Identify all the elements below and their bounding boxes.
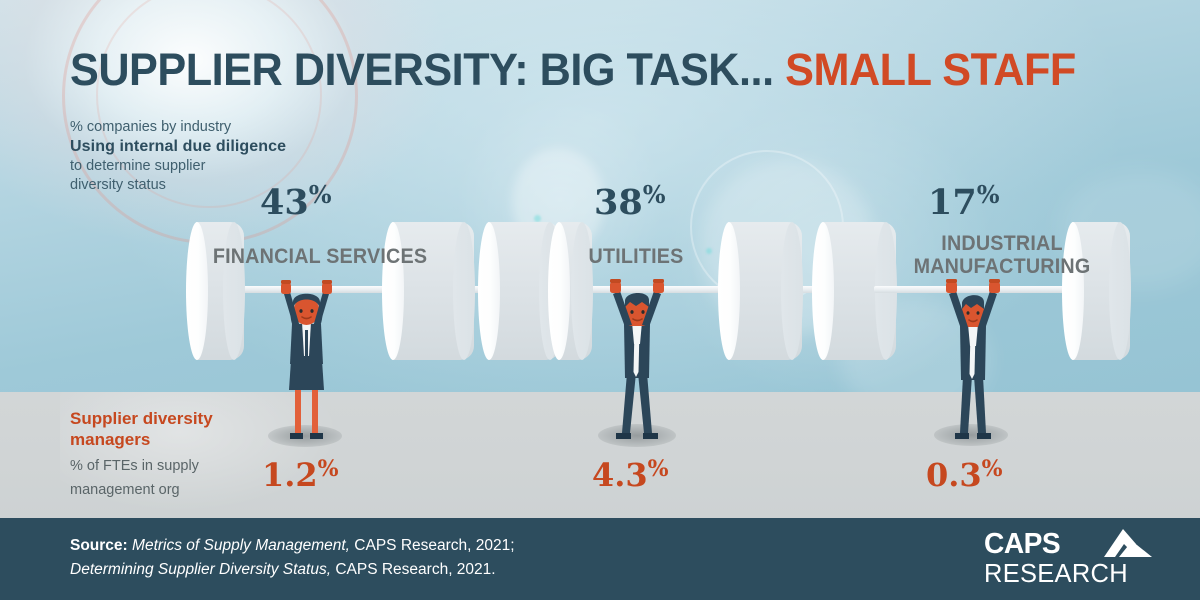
page-title: SUPPLIER DIVERSITY: BIG TASK... SMALL ST… <box>70 44 1076 96</box>
mountain-icon <box>1104 529 1152 557</box>
weightlifter-figure-utilities <box>592 278 682 449</box>
pct-suffix: % <box>976 180 1000 209</box>
figure-shadow <box>268 425 342 447</box>
source-rest-2: CAPS Research, 2021. <box>331 561 496 579</box>
barbell-bar <box>874 286 1074 293</box>
industry-label-financial-services: FINANCIAL SERVICES <box>160 245 480 269</box>
source-title-2: Determining Supplier Diversity Status, <box>70 561 332 579</box>
caps-research-logo[interactable]: CAPS RESEARCH <box>984 528 1152 590</box>
pct-value: 4.3 <box>592 456 648 494</box>
industry-label-text: FINANCIAL SERVICES <box>212 245 428 268</box>
barbell-bar <box>198 286 558 293</box>
sparkle-icon <box>534 215 541 222</box>
logo-text-research: RESEARCH <box>984 558 1128 588</box>
pct-value: 0.3 <box>926 456 982 494</box>
due-diligence-pct-financial-services: 43% <box>260 180 332 223</box>
bottom-caption-line3: % of FTEs in supply <box>70 457 199 474</box>
top-caption-line2: Using internal due diligence <box>70 137 287 155</box>
barbell-bar <box>560 286 860 293</box>
bottom-caption-line1: Supplier diversity <box>70 409 213 428</box>
due-diligence-pct-utilities: 38% <box>594 180 666 223</box>
weight-plate <box>478 222 561 360</box>
source-title-1: Metrics of Supply Management, <box>132 537 350 554</box>
pct-value: 43 <box>260 181 309 223</box>
industry-label-text: MANUFACTURING <box>913 254 1091 278</box>
fte-pct-financial-services: 1.2% <box>262 456 339 494</box>
fte-pct-utilities: 4.3% <box>592 456 669 494</box>
figure-shadow <box>934 424 1008 446</box>
floor <box>0 392 1200 518</box>
fte-pct-industrial-manufacturing: 0.3% <box>926 456 1003 494</box>
top-caption-line3: to determine supplier <box>70 158 206 175</box>
pct-value: 38 <box>594 181 643 223</box>
weightlifter-figure-industrial-manufacturing <box>928 278 1018 449</box>
footer-bar <box>0 518 1200 600</box>
weight-plate <box>718 222 803 360</box>
due-diligence-pct-industrial-manufacturing: 17% <box>928 180 1000 223</box>
pct-value: 17 <box>928 181 977 223</box>
source-citation: Source: Metrics of Supply Management, CA… <box>70 534 770 582</box>
pct-suffix: % <box>317 456 339 483</box>
pct-value: 1.2 <box>262 456 318 494</box>
industry-label-industrial-manufacturing: INDUSTRIAL MANUFACTURING <box>870 232 1133 278</box>
weightlifter-figure-financial-services <box>262 278 352 449</box>
industry-label-utilities: UTILITIES <box>523 245 749 269</box>
pct-suffix: % <box>308 180 332 209</box>
source-line-2: Determining Supplier Diversity Status, C… <box>70 558 770 582</box>
weight-plate <box>186 222 245 360</box>
sparkle-icon <box>706 248 712 254</box>
industry-label-text: UTILITIES <box>588 245 684 268</box>
source-line-1: Source: Metrics of Supply Management, CA… <box>70 534 770 558</box>
page-title-highlight: SMALL STAFF <box>785 44 1076 95</box>
bottom-caption-block: Supplier diversity managers % of FTEs in… <box>70 408 300 499</box>
industry-label-text: INDUSTRIAL <box>941 232 1063 255</box>
source-label: Source: <box>70 537 128 554</box>
top-caption-line4: diversity status <box>70 176 166 193</box>
pct-suffix: % <box>981 456 1003 483</box>
weight-plate <box>1062 222 1131 360</box>
bottom-caption-line4: management org <box>70 482 180 499</box>
pct-suffix: % <box>642 180 666 209</box>
top-caption-block: % companies by industry Using internal d… <box>70 118 310 194</box>
top-caption-line1: % companies by industry <box>70 119 232 135</box>
bottom-caption-line2: managers <box>70 430 151 450</box>
pct-suffix: % <box>647 456 669 483</box>
figure-shadow <box>598 424 676 447</box>
weight-plate <box>548 222 593 360</box>
source-rest-1: CAPS Research, 2021; <box>350 537 515 554</box>
logo-text-caps: CAPS <box>984 528 1061 560</box>
weight-plate <box>382 222 475 360</box>
page-title-main: SUPPLIER DIVERSITY: BIG TASK... <box>70 44 786 95</box>
